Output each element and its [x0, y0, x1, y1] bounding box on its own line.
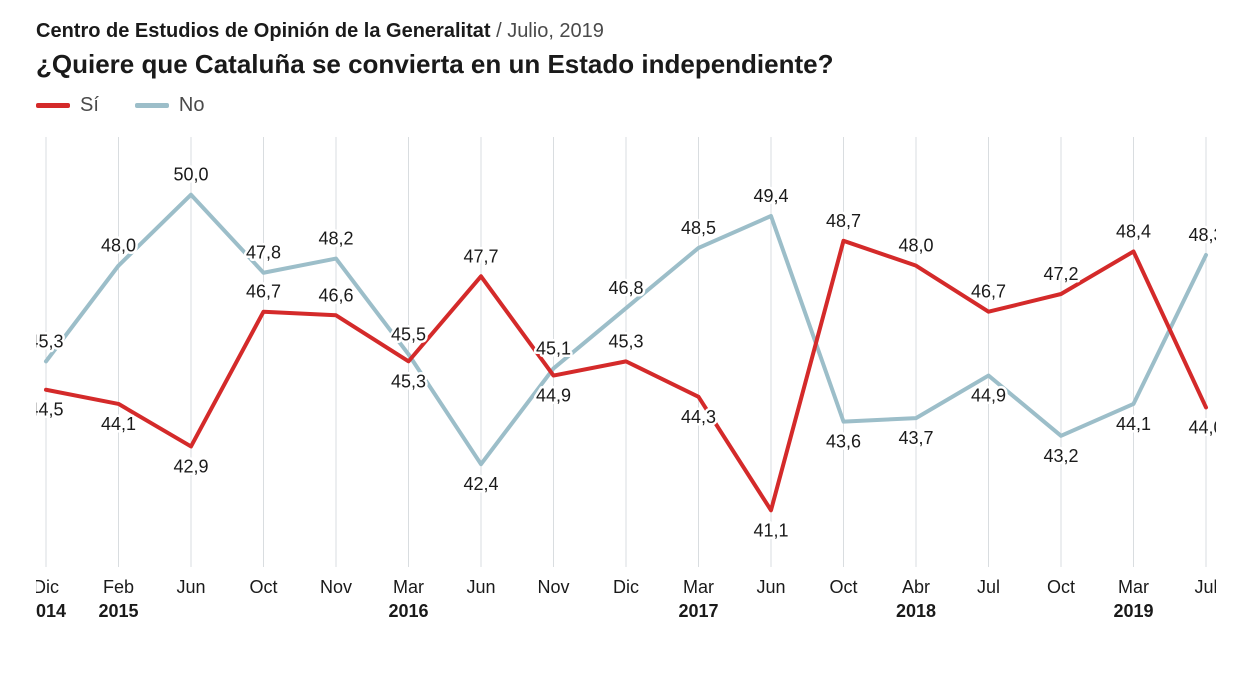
x-month-label: Mar: [1118, 577, 1149, 597]
x-month-label: Jun: [756, 577, 785, 597]
legend-label-si: Sí: [80, 94, 99, 117]
value-label-no: 48,3: [1188, 225, 1216, 245]
line-chart: 45,345,348,048,050,050,047,847,848,248,2…: [36, 127, 1216, 647]
legend-swatch-no: [135, 103, 169, 108]
value-label-no: 46,8: [608, 278, 643, 298]
x-year-label: 2018: [896, 601, 936, 621]
x-month-label: Dic: [36, 577, 59, 597]
x-month-label: Abr: [902, 577, 930, 597]
x-month-label: Feb: [103, 577, 134, 597]
value-label-no: 48,2: [318, 229, 353, 249]
value-label-si: 41,1: [753, 520, 788, 540]
value-label-si: 48,0: [898, 236, 933, 256]
value-label-si: 46,7: [971, 282, 1006, 302]
value-label-si: 44,0: [1188, 417, 1216, 437]
chart-legend: Sí No: [36, 94, 1216, 117]
value-label-no: 47,8: [246, 243, 281, 263]
x-year-label: 2017: [678, 601, 718, 621]
legend-item-si: Sí: [36, 94, 99, 117]
value-label-no: 48,0: [101, 236, 136, 256]
value-label-si: 44,5: [36, 400, 64, 420]
source-date: Julio, 2019: [507, 20, 604, 42]
x-month-label: Dic: [613, 577, 639, 597]
x-year-label: 2014: [36, 601, 66, 621]
value-label-no: 45,1: [536, 338, 571, 358]
x-year-label: 2015: [98, 601, 138, 621]
x-month-label: Jun: [176, 577, 205, 597]
value-label-no: 50,0: [173, 165, 208, 185]
value-label-no: 43,2: [1043, 446, 1078, 466]
value-label-no: 49,4: [753, 186, 788, 206]
x-month-label: Oct: [249, 577, 277, 597]
source-strong: Centro de Estudios de Opinión de la Gene…: [36, 20, 491, 42]
value-label-no: 44,1: [1116, 414, 1151, 434]
legend-label-no: No: [179, 94, 205, 117]
value-label-no: 45,3: [36, 331, 64, 351]
chart-source: Centro de Estudios de Opinión de la Gene…: [36, 20, 1216, 43]
x-month-label: Nov: [537, 577, 569, 597]
value-label-no: 45,5: [391, 324, 426, 344]
value-label-no: 44,9: [971, 386, 1006, 406]
value-label-si: 47,7: [463, 246, 498, 266]
value-label-si: 45,3: [608, 331, 643, 351]
source-sep: /: [491, 20, 508, 42]
value-label-si: 44,9: [536, 386, 571, 406]
value-label-no: 48,5: [681, 218, 716, 238]
value-label-si: 46,7: [246, 282, 281, 302]
x-month-label: Jul: [977, 577, 1000, 597]
value-label-si: 44,3: [681, 407, 716, 427]
value-label-si: 42,9: [173, 456, 208, 476]
x-month-label: Mar: [683, 577, 714, 597]
x-year-label: 2019: [1113, 601, 1153, 621]
legend-item-no: No: [135, 94, 205, 117]
value-label-no: 43,6: [826, 432, 861, 452]
x-month-label: Oct: [1047, 577, 1075, 597]
x-month-label: Jun: [466, 577, 495, 597]
value-label-no: 42,4: [463, 474, 498, 494]
x-year-label: 2016: [388, 601, 428, 621]
x-month-label: Jul: [1194, 577, 1216, 597]
chart-title: ¿Quiere que Cataluña se convierta en un …: [36, 49, 1216, 80]
x-month-label: Nov: [320, 577, 352, 597]
value-label-si: 48,4: [1116, 221, 1151, 241]
value-label-no: 43,7: [898, 428, 933, 448]
x-month-label: Mar: [393, 577, 424, 597]
value-label-si: 47,2: [1043, 264, 1078, 284]
value-label-si: 48,7: [826, 211, 861, 231]
value-label-si: 44,1: [101, 414, 136, 434]
legend-swatch-si: [36, 103, 70, 108]
x-month-label: Oct: [829, 577, 857, 597]
chart-svg: 45,345,348,048,050,050,047,847,848,248,2…: [36, 127, 1216, 647]
value-label-si: 45,3: [391, 371, 426, 391]
value-label-si: 46,6: [318, 285, 353, 305]
